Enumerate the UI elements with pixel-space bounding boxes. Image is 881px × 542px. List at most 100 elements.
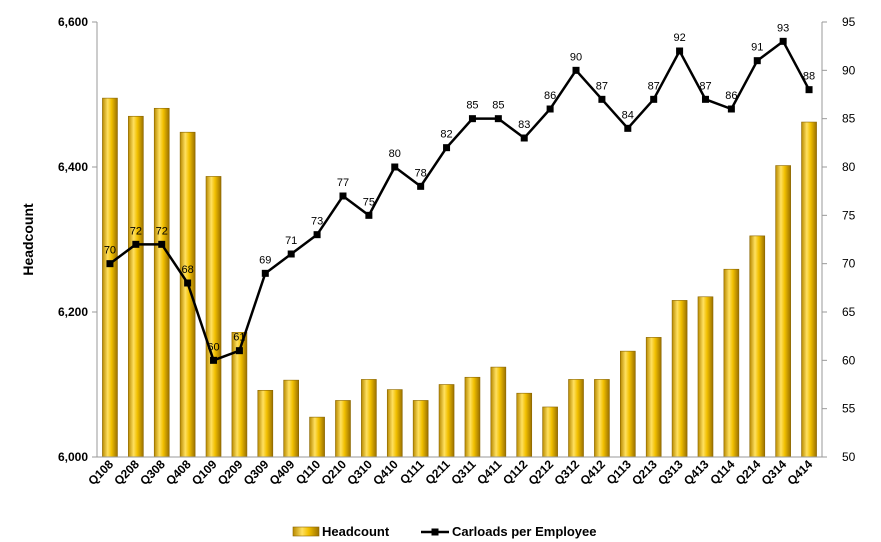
x-tick-label: Q413 — [681, 457, 712, 488]
y-axis-label: Headcount — [20, 203, 36, 276]
bar-Q114 — [723, 268, 740, 458]
x-tick-label: Q312 — [551, 457, 582, 488]
line-marker-Q111 — [417, 182, 425, 190]
bar-Q214 — [749, 235, 766, 458]
right-tick-label: 50 — [842, 450, 856, 464]
line-marker-Q211 — [443, 144, 451, 152]
right-tick-label: 70 — [842, 257, 856, 271]
line-data-label: 71 — [285, 235, 297, 247]
line-marker-Q408 — [184, 279, 192, 287]
right-tick-label: 90 — [842, 63, 856, 77]
bar-Q414 — [801, 121, 817, 458]
legend-label-headcount: Headcount — [322, 524, 390, 539]
x-tick-label: Q114 — [707, 457, 737, 487]
x-tick-label: Q109 — [189, 457, 220, 488]
bar-Q411 — [490, 366, 507, 458]
line-data-label: 69 — [259, 254, 271, 266]
line-marker-Q209 — [235, 347, 243, 355]
line-data-label: 85 — [492, 100, 504, 112]
legend-swatch-marker — [431, 528, 439, 536]
line-marker-Q410 — [391, 163, 399, 171]
bar-Q410 — [386, 389, 403, 458]
line-marker-Q309 — [261, 269, 269, 277]
line-data-label: 75 — [363, 196, 375, 208]
line-data-label: 92 — [673, 32, 685, 44]
line-data-label: 85 — [466, 100, 478, 112]
x-tick-label: Q214 — [733, 457, 764, 488]
x-tick-label: Q313 — [655, 457, 686, 488]
left-tick-label: 6,000 — [58, 450, 88, 464]
x-tick-label: Q410 — [370, 457, 401, 488]
line-data-label: 86 — [544, 90, 556, 102]
right-tick-label: 65 — [842, 305, 856, 319]
line-marker-Q412 — [598, 95, 606, 103]
line-data-label: 87 — [699, 80, 711, 92]
bar-Q213 — [645, 337, 662, 458]
bar-Q112 — [516, 392, 533, 458]
x-tick-label: Q308 — [137, 457, 168, 488]
line-marker-Q314 — [779, 37, 787, 45]
x-tick-label: Q408 — [163, 457, 194, 488]
line-data-label: 87 — [596, 80, 608, 92]
line-marker-Q210 — [339, 192, 347, 200]
line-data-label: 80 — [389, 148, 401, 160]
line-group — [106, 37, 813, 364]
x-tick-label: Q414 — [785, 457, 816, 488]
line-marker-Q214 — [753, 57, 761, 65]
bar-Q208 — [128, 115, 144, 458]
legend-label-carloads: Carloads per Employee — [452, 524, 597, 539]
line-data-label: 84 — [622, 109, 634, 121]
bar-Q313 — [671, 300, 688, 458]
line-marker-Q113 — [624, 124, 632, 132]
x-tick-label: Q411 — [474, 457, 504, 487]
x-tick-label: Q111 — [397, 457, 427, 487]
line-data-label: 73 — [311, 216, 323, 228]
x-tick-label: Q209 — [215, 457, 246, 488]
line-marker-Q108 — [106, 260, 114, 268]
bar-Q308 — [153, 107, 170, 458]
line-marker-Q212 — [546, 105, 554, 113]
line-data-label: 60 — [207, 341, 219, 353]
left-tick-label: 6,600 — [58, 15, 88, 29]
left-tick-label: 6,200 — [58, 305, 88, 319]
bar-Q309 — [257, 389, 274, 458]
left-tick-label: 6,400 — [58, 160, 88, 174]
x-tick-label: Q108 — [85, 457, 116, 488]
x-tick-label: Q210 — [318, 457, 349, 488]
bar-Q409 — [283, 379, 299, 458]
line-data-label: 91 — [751, 42, 763, 54]
x-tick-label: Q310 — [344, 457, 375, 488]
right-tick-label: 85 — [842, 112, 856, 126]
line-marker-Q308 — [158, 240, 166, 248]
line-marker-Q411 — [494, 115, 502, 123]
bar-Q314 — [775, 165, 791, 458]
bar-Q413 — [697, 296, 714, 458]
legend-swatch-headcount — [292, 526, 320, 537]
line-marker-Q409 — [287, 250, 295, 258]
line-data-label: 86 — [725, 90, 737, 102]
line-marker-Q414 — [805, 86, 813, 94]
x-tick-label: Q409 — [267, 457, 298, 488]
bar-Q110 — [309, 416, 325, 458]
line-data-label: 93 — [777, 22, 789, 34]
right-tick-label: 95 — [842, 15, 856, 29]
line-data-label: 78 — [415, 167, 427, 179]
line-marker-Q109 — [210, 356, 218, 364]
line-marker-Q208 — [132, 240, 140, 248]
x-tick-label: Q113 — [604, 457, 634, 487]
right-tick-label: 60 — [842, 353, 856, 367]
line-marker-Q313 — [676, 47, 684, 55]
line-data-label: 88 — [803, 71, 815, 83]
bar-Q310 — [361, 379, 377, 458]
line-data-label: 77 — [337, 177, 349, 189]
bar-Q113 — [620, 350, 636, 458]
x-tick-label: Q314 — [759, 457, 790, 488]
bars-group — [102, 97, 817, 458]
bar-Q408 — [179, 131, 196, 458]
line-marker-Q213 — [650, 95, 658, 103]
labels-group: 70 72 72 68 60 61 69 71 73 77 75 80 78 82 85 85 83 86 90 87… — [104, 22, 815, 353]
x-tick-label: Q212 — [526, 457, 557, 488]
line-data-label: 70 — [104, 245, 116, 257]
line-marker-Q311 — [468, 115, 476, 123]
line-data-label: 87 — [648, 80, 660, 92]
